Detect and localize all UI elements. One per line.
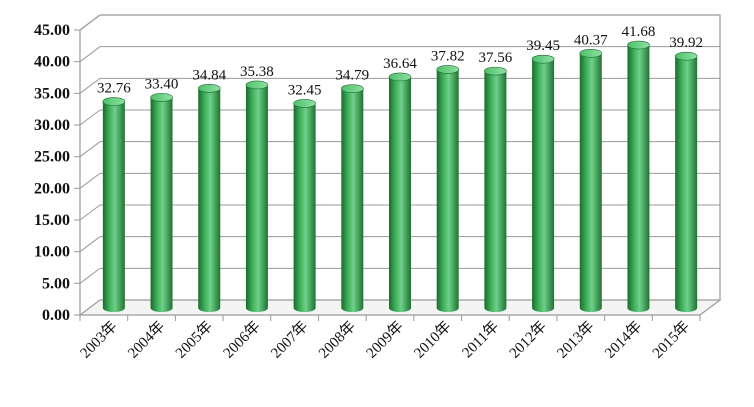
- data-label: 40.37: [574, 32, 608, 48]
- bar-body: [436, 69, 459, 313]
- x-tick-label: 2007年: [268, 318, 312, 362]
- data-label: 41.68: [622, 24, 656, 40]
- bar-top: [388, 72, 412, 82]
- bar: [150, 93, 173, 312]
- bar-top: [674, 51, 698, 61]
- data-labels: 32.76 33.40 34.84 35.38 32.45 34.79 36.64 37.82…: [97, 24, 703, 98]
- x-tick-label: 2010年: [411, 318, 455, 362]
- x-tick-label: 2005年: [172, 318, 216, 362]
- bar: [579, 49, 603, 312]
- gridline: [79, 14, 720, 31]
- gridline: [79, 141, 720, 158]
- bar-top: [245, 80, 269, 90]
- data-label: 37.56: [479, 50, 513, 66]
- gridline: [79, 267, 720, 284]
- bar-top: [150, 93, 173, 102]
- y-tick-label: 25.00: [34, 149, 70, 166]
- y-tick-label: 10.00: [34, 244, 70, 261]
- y-tick-label: 20.00: [34, 180, 70, 197]
- y-tick-label: 40.00: [34, 54, 70, 71]
- x-tick-label: 2014年: [601, 318, 645, 362]
- x-tick-label: 2004年: [125, 318, 169, 362]
- bar-body: [102, 101, 125, 313]
- bar-body: [675, 56, 698, 312]
- bar-body: [293, 103, 316, 312]
- data-label: 37.82: [431, 48, 465, 64]
- x-axis: 2003年 2004年 2005年 2006年 2007年 2008年 2009年 2010年…: [77, 315, 701, 362]
- gridline: [79, 77, 720, 94]
- bar-top: [579, 49, 603, 58]
- bar: [197, 84, 221, 312]
- bar-body: [150, 97, 173, 312]
- y-tick-label: 5.00: [42, 275, 70, 292]
- bar-body: [341, 88, 364, 312]
- x-tick-label: 2009年: [363, 318, 407, 362]
- bar-top: [436, 65, 459, 74]
- bar-top: [341, 84, 364, 93]
- bar: [484, 66, 507, 313]
- bar: [388, 72, 412, 312]
- y-tick-label: 30.00: [34, 117, 70, 134]
- data-label: 39.45: [526, 38, 560, 54]
- bar-top: [102, 97, 126, 106]
- x-tick-label: 2013年: [554, 318, 598, 362]
- x-tick-label: 2003年: [77, 318, 121, 362]
- gridline: [79, 109, 720, 126]
- bar-top: [627, 40, 650, 50]
- bar: [531, 54, 555, 313]
- y-tick-label: 35.00: [34, 85, 70, 102]
- bar: [436, 65, 459, 313]
- data-label: 39.92: [669, 35, 703, 51]
- bar-body: [532, 59, 555, 313]
- x-tick-label: 2006年: [220, 318, 264, 362]
- data-label: 34.79: [335, 68, 369, 84]
- y-tick-label: 0.00: [42, 307, 70, 324]
- gridlines: [79, 14, 720, 284]
- bar: [102, 97, 126, 313]
- bar: [341, 84, 364, 312]
- data-label: 34.84: [192, 67, 226, 83]
- x-tick-label: 2012年: [506, 318, 550, 362]
- y-axis: 0.00 5.00 10.00 15.00 20.00 25.00 30.00 35.00 40…: [34, 22, 80, 324]
- bar: [674, 51, 698, 312]
- gridline: [79, 172, 720, 189]
- data-label: 36.64: [383, 56, 417, 72]
- bar-body: [389, 76, 411, 312]
- bar-top: [293, 99, 316, 108]
- data-label: 33.40: [145, 76, 179, 92]
- bar-body: [627, 45, 650, 312]
- y-tick-label: 45.00: [34, 22, 70, 39]
- bar: [293, 99, 316, 312]
- bar: [627, 40, 650, 312]
- bar-body: [484, 71, 507, 313]
- x-tick-label: 2008年: [315, 318, 359, 362]
- bar-top: [197, 84, 221, 93]
- data-label: 32.45: [288, 82, 322, 98]
- gridline: [79, 46, 720, 63]
- data-label: 32.76: [97, 81, 131, 97]
- x-tick-label: 2011年: [459, 318, 502, 361]
- bar-body: [245, 84, 268, 312]
- x-tick-label: 2015年: [649, 318, 693, 362]
- data-label: 35.38: [240, 64, 274, 80]
- gridline: [79, 204, 720, 221]
- bar-top: [484, 66, 507, 76]
- bar-body: [579, 53, 602, 312]
- bar-body: [198, 88, 221, 312]
- gridline: [79, 236, 720, 253]
- y-tick-label: 15.00: [34, 212, 70, 229]
- bars: [102, 40, 698, 313]
- bar-top: [531, 54, 555, 64]
- bar: [245, 80, 269, 312]
